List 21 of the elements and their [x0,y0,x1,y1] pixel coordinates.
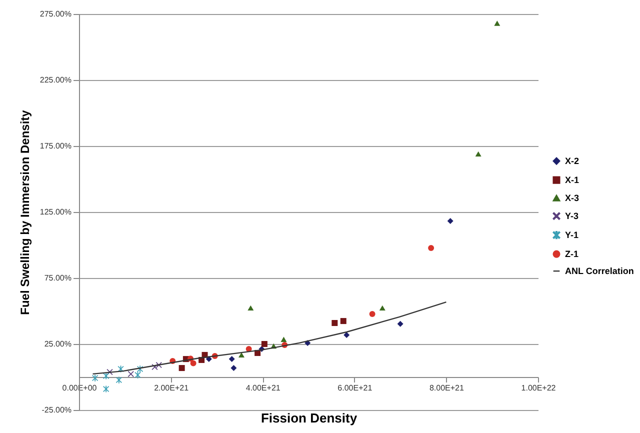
x-axis-title: Fission Density [260,410,358,426]
legend-label: X-3 [565,193,580,204]
y-tick-label: 25.00% [44,340,72,348]
legend-label: Y-1 [565,230,579,240]
x-tick-label: 1.00E+22 [521,384,556,392]
y-tick-label: 125.00% [40,208,72,216]
legend-label: Z-1 [565,249,578,260]
y-tick-label: 275.00% [40,10,72,18]
x-tick-label: 6.00E+21 [338,384,373,392]
legend-label: X-2 [565,156,580,166]
legend-label: Y-3 [565,211,579,222]
x-tick-label: 8.00E+21 [429,384,464,392]
y-tick-label: 175.00% [40,142,72,150]
y-tick-label: -25.00% [42,406,72,414]
legend-label: ANL Correlation [565,266,634,276]
y-axis-title: Fuel Swelling by Immersion Density [18,110,32,315]
x-tick-label: 2.00E+21 [154,384,190,392]
y-tick-label: 75.00% [44,274,72,282]
y-tick-label: 225.00% [40,76,72,84]
legend-label: X-1 [565,175,580,186]
x-tick-label: 4.00E+21 [246,384,281,392]
